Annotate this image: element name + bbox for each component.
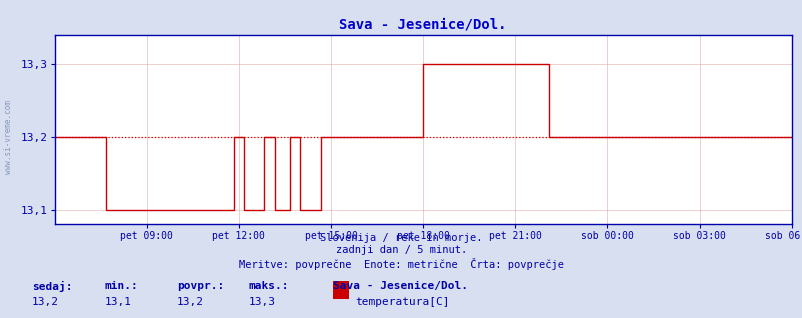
Text: Meritve: povprečne  Enote: metrične  Črta: povprečje: Meritve: povprečne Enote: metrične Črta:… [239, 258, 563, 270]
Text: Sava - Jesenice/Dol.: Sava - Jesenice/Dol. [333, 281, 468, 291]
Text: 13,2: 13,2 [32, 297, 59, 307]
Text: www.si-vreme.com: www.si-vreme.com [3, 100, 13, 174]
Text: sedaj:: sedaj: [32, 281, 72, 293]
Text: Slovenija / reke in morje.: Slovenija / reke in morje. [320, 233, 482, 243]
Text: zadnji dan / 5 minut.: zadnji dan / 5 minut. [335, 245, 467, 255]
Text: maks.:: maks.: [249, 281, 289, 291]
Text: 13,2: 13,2 [176, 297, 204, 307]
Text: 13,3: 13,3 [249, 297, 276, 307]
Text: 13,1: 13,1 [104, 297, 132, 307]
Title: Sava - Jesenice/Dol.: Sava - Jesenice/Dol. [339, 17, 506, 31]
Text: povpr.:: povpr.: [176, 281, 224, 291]
Text: min.:: min.: [104, 281, 138, 291]
Text: temperatura[C]: temperatura[C] [354, 297, 449, 307]
